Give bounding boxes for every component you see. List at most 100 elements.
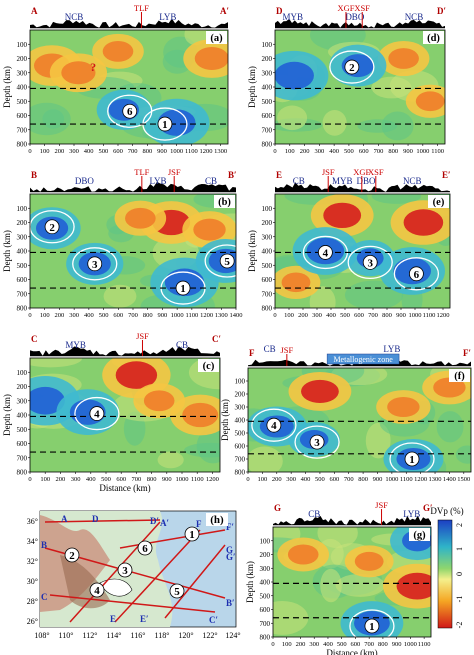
map-profile-label: E — [110, 614, 116, 624]
anomaly-marker — [309, 434, 325, 450]
x-tick-label: 1100 — [185, 312, 198, 319]
block-label: CB — [308, 509, 320, 519]
texture-patch — [30, 102, 71, 136]
svg-text:114°: 114° — [107, 631, 122, 640]
slow-anomaly-core — [301, 379, 339, 403]
x-tick-label: 1200 — [206, 476, 219, 483]
panel-b: 2 3 1 5 DBO LYB CB TLF JSF B B′ (b) 100 200 300 400 500 6… — [2, 167, 243, 319]
fault-label: XSF — [354, 3, 370, 13]
x-tick-label: 1100 — [191, 476, 204, 483]
y-tick-label: 200 — [262, 219, 273, 227]
y-tick-label: 800 — [235, 469, 246, 477]
x-tick-label: 1100 — [423, 312, 436, 319]
colorbar: DVp (%) 2 1 0 -1 -2 — [430, 506, 464, 628]
y-tick-label: 400 — [17, 248, 28, 256]
y-tick-label: 800 — [260, 634, 271, 642]
x-tick-label: 600 — [329, 476, 339, 483]
block-label: MYB — [332, 176, 353, 186]
map-lat-ticks: 36° 34° 32° 30° 28° 26° — [27, 517, 38, 626]
y-tick-label: 100 — [17, 41, 28, 49]
slow-anomaly-core — [396, 572, 431, 600]
anomaly-marker — [44, 219, 60, 235]
anomaly-marker — [219, 253, 235, 269]
anomaly-marker — [266, 417, 282, 433]
x-tick-label: 400 — [86, 476, 96, 483]
x-tick-label: 800 — [382, 312, 392, 319]
panel-label-box — [198, 359, 219, 372]
slow-anomaly-core — [354, 551, 384, 571]
x-tick-label: 100 — [258, 476, 268, 483]
x-tick-label: 500 — [99, 312, 109, 319]
x-tick-label: 1100 — [418, 641, 431, 648]
anomaly-contour — [393, 257, 440, 291]
map-profile-label: D′ — [150, 516, 159, 526]
map-anomaly-label: 6 — [142, 543, 148, 555]
texture-patch — [277, 105, 308, 131]
x-tick-label: 1000 — [409, 312, 422, 319]
block-label: LYB — [159, 12, 176, 22]
x-tick-label: 0 — [273, 312, 276, 319]
x-tick-label: 600 — [113, 312, 123, 319]
x-tick-label: 200 — [298, 312, 308, 319]
anomaly-label: 4 — [94, 409, 100, 421]
block-label: LYB — [403, 509, 420, 519]
map-profile-label: C — [41, 592, 48, 602]
x-tick-label: 1100 — [185, 148, 198, 155]
x-tick-label: 1000 — [171, 312, 184, 319]
y-axis-label: Depth (km) — [2, 394, 12, 436]
anomaly-marker — [404, 451, 420, 467]
x-tick-label: 0 — [246, 476, 249, 483]
anomaly-label: 3 — [367, 257, 373, 269]
profile-start-label: F — [249, 348, 255, 358]
anomaly-marker — [362, 254, 378, 270]
texture-patch — [320, 568, 342, 603]
x-tick-label: 300 — [71, 476, 81, 483]
colorbar-tick: 0 — [455, 572, 464, 576]
y-tick-label: 300 — [235, 404, 246, 412]
y-tick-label: 300 — [17, 233, 28, 241]
map-profile-label: F — [196, 519, 202, 529]
anomaly-marker — [175, 280, 191, 296]
metallogenic-zone-label: Metallogenic zone — [333, 355, 393, 364]
x-tick-label: 0 — [28, 312, 31, 319]
texture-patch — [273, 600, 309, 635]
fault-label: JSF — [322, 167, 335, 177]
slow-anomaly-core — [102, 40, 134, 62]
y-tick-label: 300 — [17, 397, 28, 405]
map-profile-label: A — [61, 514, 68, 524]
x-tick-label: 1200 — [200, 148, 213, 155]
x-tick-label: 100 — [282, 641, 292, 648]
map-anomaly-label: 1 — [189, 529, 195, 541]
profile-end-label: D′ — [437, 6, 446, 16]
x-tick-label: 300 — [286, 476, 296, 483]
svg-text:108°: 108° — [34, 631, 49, 640]
colorbar-tick: 1 — [455, 547, 464, 551]
x-tick-label: 900 — [157, 148, 167, 155]
x-tick-label: 800 — [143, 312, 153, 319]
y-tick-label: 300 — [262, 233, 273, 241]
map-profile-label: B′ — [226, 598, 235, 608]
slow-anomaly-core — [281, 272, 311, 293]
colorbar-tick: 2 — [455, 523, 464, 527]
panel-label-box — [206, 31, 227, 44]
x-tick-label: 600 — [354, 312, 364, 319]
y-tick-label: 200 — [17, 219, 28, 227]
y-tick-label: 200 — [17, 55, 28, 63]
texture-patch — [103, 284, 137, 308]
x-tick-label: 1400 — [443, 476, 456, 483]
anomaly-label: 1 — [369, 621, 375, 633]
y-tick-label: 500 — [260, 592, 271, 600]
anomaly-marker — [364, 618, 380, 634]
x-tick-label: 700 — [374, 148, 384, 155]
svg-text:34°: 34° — [27, 537, 38, 546]
anomaly-contour — [329, 50, 375, 84]
y-tick-label: 700 — [260, 620, 271, 628]
y-tick-label: 400 — [17, 412, 28, 420]
x-tick-label: 500 — [344, 148, 354, 155]
anomaly-contour — [389, 442, 435, 472]
y-axis-label: Depth (km) — [247, 66, 257, 108]
anomaly-contour — [349, 609, 395, 637]
x-tick-label: 600 — [113, 148, 123, 155]
x-tick-label: 0 — [273, 148, 276, 155]
x-tick-label: 1100 — [431, 148, 444, 155]
